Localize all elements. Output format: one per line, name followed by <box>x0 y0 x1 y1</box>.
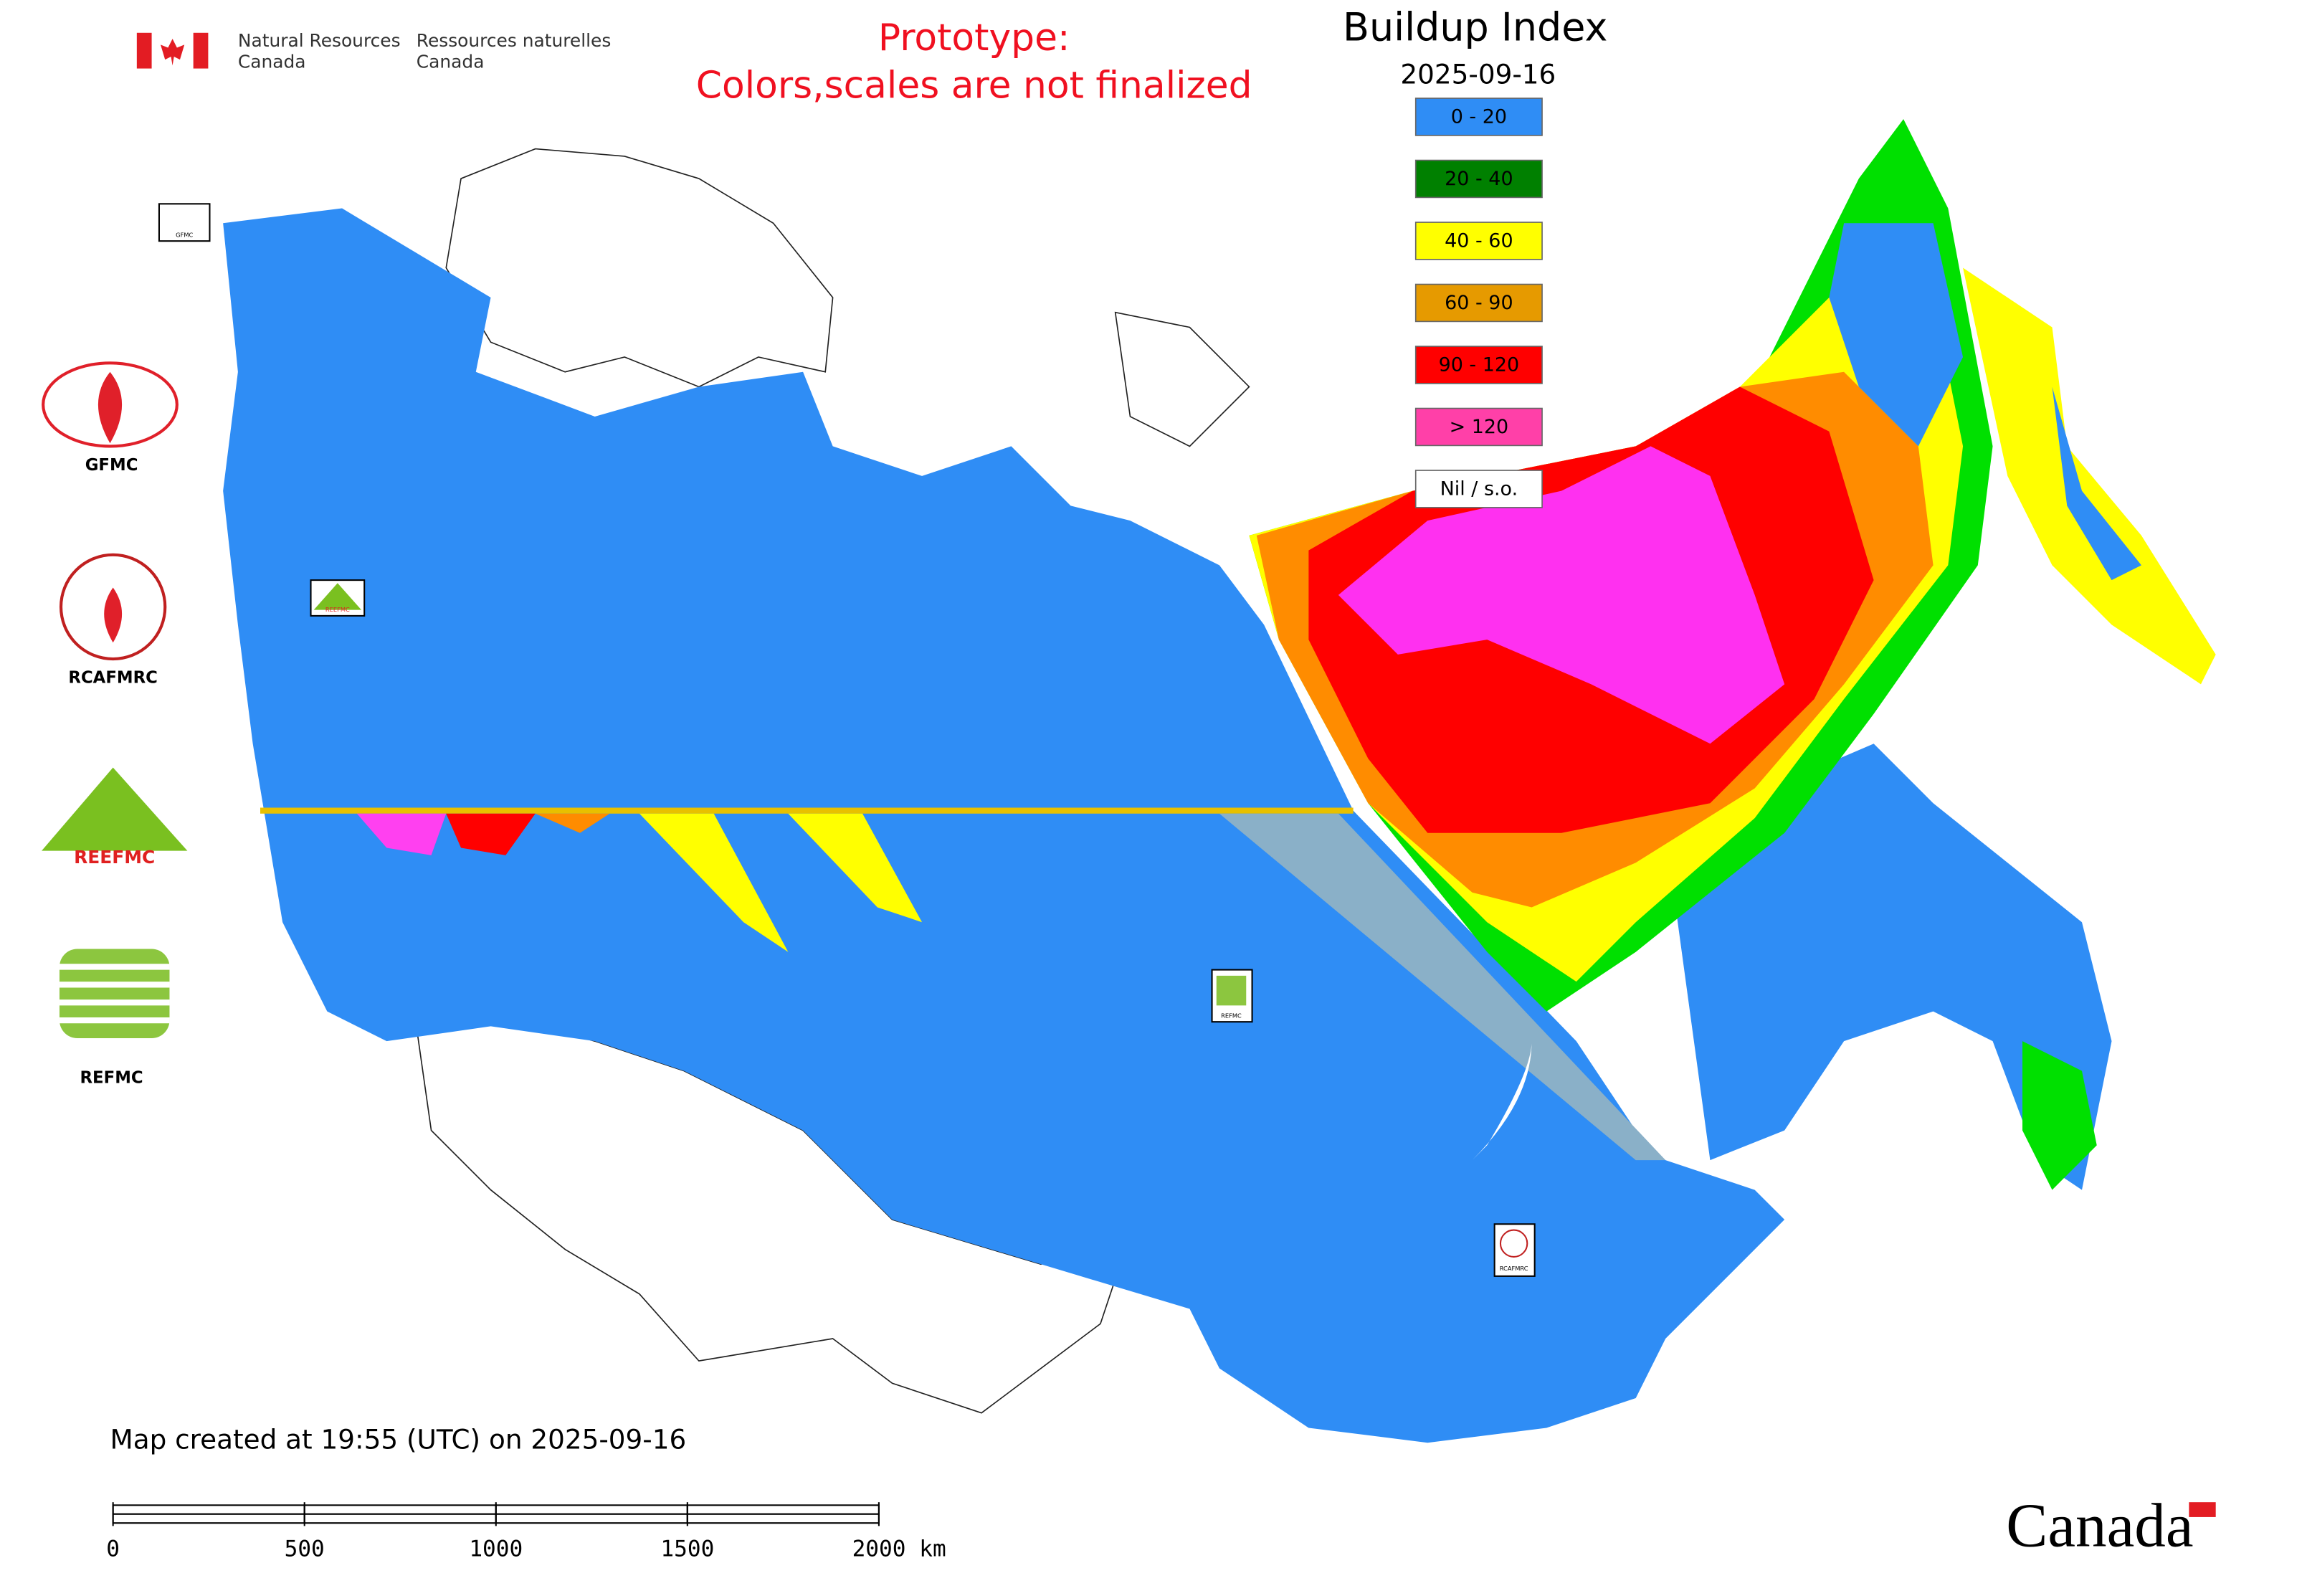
legend-label: 60 - 90 <box>1445 292 1513 314</box>
legend-title: Buildup Index <box>1343 4 1607 49</box>
legend-label: Nil / s.o. <box>1440 478 1518 500</box>
legend-label: 20 - 40 <box>1445 168 1513 190</box>
logo-reefmc <box>42 767 188 851</box>
logo-label: REFMC <box>80 1069 143 1088</box>
legend-swatch <box>1414 159 1543 199</box>
legend-swatch <box>1414 470 1543 508</box>
department-fr: Ressources naturelles <box>417 30 612 51</box>
scandinavia-outline <box>445 148 834 388</box>
index-area-low <box>1829 223 1964 447</box>
scale-label: 1500 <box>660 1536 714 1562</box>
prototype-notice: Prototype: <box>878 16 1070 60</box>
legend-swatch <box>1414 222 1543 260</box>
map-logo-label: REEFMC <box>325 606 350 613</box>
prototype-notice: Colors,scales are not finalized <box>696 65 1252 108</box>
legend: 0 - 20 20 - 40 40 - 60 60 - 90 90 - 120 > 120… <box>1414 98 1543 508</box>
scale-label: 0 <box>106 1536 120 1562</box>
map-logo-label: GFMC <box>176 231 193 238</box>
map-logo <box>158 203 211 242</box>
department-en: Natural Resources <box>238 30 401 51</box>
logo-label: RCAFMRC <box>68 669 157 688</box>
island-outline <box>1114 311 1250 447</box>
legend-swatch <box>1414 283 1543 323</box>
index-area-20-40 <box>2022 1041 2097 1190</box>
kazakhstan-outline <box>415 1010 1131 1414</box>
map-logo-mark <box>313 583 362 610</box>
logo-label: GFMC <box>85 456 138 475</box>
scale-segment <box>686 1504 880 1515</box>
map-logo-label: REFMC <box>1221 1012 1242 1019</box>
scale-label: 500 <box>285 1536 325 1562</box>
scale-label: 2000 km <box>852 1536 946 1562</box>
map-logo-label: RCAFMRC <box>1500 1265 1528 1272</box>
scale-bar: 0 500 1000 1500 2000 km <box>106 1502 946 1562</box>
legend-label: 90 - 120 <box>1439 354 1520 376</box>
canada-flag <box>136 32 209 69</box>
map-logo-mark <box>1216 975 1247 1006</box>
logo-gfmc <box>42 361 179 448</box>
base-outlines <box>415 148 1250 1414</box>
scale-segment <box>112 1513 305 1524</box>
index-area-low <box>1665 744 2112 1190</box>
stripe-band <box>260 807 1354 814</box>
flag-bar <box>193 32 209 69</box>
logo-refmc <box>59 949 170 1038</box>
wordmark-flag <box>2189 1502 2216 1517</box>
legend-swatch <box>1414 98 1543 136</box>
canada-wordmark: Canada <box>2006 1491 2193 1560</box>
scale-label: 1000 <box>469 1536 523 1562</box>
logo-stripes <box>59 964 170 1024</box>
scale-segment <box>686 1513 880 1524</box>
scale-segment <box>112 1504 305 1515</box>
stripe-patch <box>535 813 610 833</box>
stripe-patch <box>639 813 789 952</box>
map-logos: GFMC REEFMC REFMC RCAFMRC <box>158 203 1536 1277</box>
legend-label: 0 - 20 <box>1451 106 1507 128</box>
index-area-40-60 <box>1963 267 2216 685</box>
logo-flame <box>97 371 123 444</box>
created-note: Map created at 19:55 (UTC) on 2025-09-16 <box>110 1424 686 1455</box>
index-area-low <box>2052 386 2141 581</box>
legend-label: > 120 <box>1450 416 1509 438</box>
stripe-patch <box>788 813 923 923</box>
scale-segment <box>303 1504 497 1515</box>
flag-leaf <box>161 39 185 66</box>
scale-segment <box>303 1513 497 1524</box>
map-logo <box>1493 1223 1536 1277</box>
department-en: Canada <box>238 51 306 72</box>
department-fr: Canada <box>417 51 485 72</box>
map-logo-mark <box>1499 1229 1528 1258</box>
logo-column: GFMC RCAFMRC REEFMC REFMC <box>42 361 188 1088</box>
stripe-patch <box>1219 813 1666 1161</box>
logo-label: REEFMC <box>74 847 155 868</box>
scale-segment <box>495 1504 688 1515</box>
index-area-over-120 <box>1338 446 1785 744</box>
legend-swatch <box>1414 346 1543 384</box>
index-area-low <box>223 208 1785 1443</box>
legend-date: 2025-09-16 <box>1400 58 1556 90</box>
legend-label: 40 - 60 <box>1445 230 1513 252</box>
legend-swatch <box>1414 407 1543 447</box>
logo-flame <box>104 587 123 643</box>
scale-segment <box>495 1513 688 1524</box>
stripe-patch <box>356 813 447 855</box>
flag-bar <box>136 32 152 69</box>
